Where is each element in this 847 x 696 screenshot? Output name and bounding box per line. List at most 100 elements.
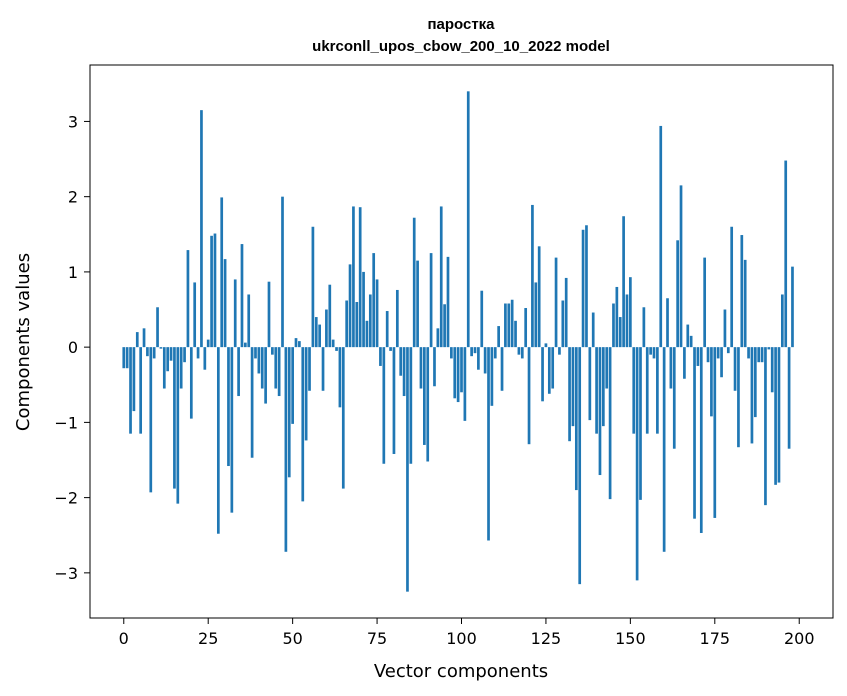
bar-52 — [298, 341, 301, 348]
bar-164 — [676, 240, 679, 348]
bar-123 — [537, 246, 541, 348]
bar-184 — [743, 259, 747, 348]
bar-68 — [352, 206, 355, 348]
bar-122 — [534, 282, 538, 348]
bar-18 — [183, 347, 186, 363]
bar-163 — [672, 347, 676, 449]
bar-87 — [416, 260, 419, 348]
bar-20 — [189, 347, 193, 419]
bar-188 — [757, 347, 761, 363]
bar-196 — [784, 160, 788, 348]
bar-113 — [504, 303, 507, 348]
bar-66 — [345, 300, 349, 348]
bar-1 — [125, 347, 129, 369]
bar-179 — [726, 347, 730, 354]
bar-69 — [355, 302, 359, 348]
bar-37 — [247, 294, 251, 348]
bar-93 — [436, 328, 440, 348]
x-tick-label: 50 — [282, 629, 302, 648]
bar-182 — [737, 347, 740, 448]
bar-2 — [129, 347, 132, 434]
bar-181 — [733, 347, 737, 391]
bar-54 — [304, 347, 308, 441]
bar-103 — [470, 347, 473, 357]
chart-subtitle: ukrconll_upos_cbow_200_10_2022 model — [312, 38, 610, 55]
bar-150 — [629, 277, 632, 348]
bar-96 — [446, 256, 450, 348]
bar-140 — [595, 347, 598, 434]
bar-6 — [142, 328, 146, 348]
bar-47 — [281, 196, 284, 348]
bar-75 — [375, 279, 379, 348]
bar-83 — [402, 347, 406, 397]
bar-118 — [520, 347, 524, 359]
x-tick-label: 200 — [784, 629, 815, 648]
bar-57 — [314, 317, 318, 348]
bar-138 — [588, 347, 592, 421]
bar-148 — [622, 216, 625, 348]
bar-198 — [791, 266, 794, 348]
bar-21 — [193, 282, 197, 348]
y-axis-label: Components values — [13, 253, 34, 431]
bar-67 — [348, 264, 352, 348]
bar-33 — [233, 279, 237, 348]
bar-168 — [689, 335, 693, 348]
bar-38 — [250, 347, 254, 458]
bar-32 — [230, 347, 234, 513]
x-axis-label: Vector components — [374, 661, 548, 682]
bar-27 — [213, 233, 217, 348]
bar-132 — [568, 347, 571, 442]
bar-34 — [237, 347, 240, 397]
y-tick-label: 1 — [68, 263, 78, 282]
bar-126 — [547, 347, 551, 394]
y-tick-label: −1 — [54, 413, 78, 432]
bar-151 — [632, 347, 636, 434]
bar-46 — [277, 347, 281, 397]
bar-195 — [780, 294, 784, 348]
bar-95 — [443, 304, 446, 348]
bar-14 — [169, 347, 173, 361]
bar-171 — [699, 347, 703, 533]
bar-107 — [483, 347, 487, 374]
bar-86 — [412, 217, 416, 348]
y-axis: −3 −2 −1 0 1 2 3 — [54, 112, 90, 583]
bar-178 — [723, 309, 727, 348]
bar-189 — [760, 347, 764, 363]
bar-58 — [318, 324, 321, 348]
bar-80 — [392, 347, 396, 454]
bar-30 — [223, 259, 227, 348]
bar-4 — [135, 332, 139, 348]
bar-36 — [244, 342, 247, 348]
bar-50 — [291, 347, 294, 424]
bar-84 — [406, 347, 409, 592]
bar-73 — [368, 294, 372, 348]
bar-61 — [328, 284, 332, 348]
bar-152 — [635, 347, 639, 581]
bar-8 — [149, 347, 153, 493]
bar-76 — [379, 347, 382, 366]
chart-title: паростка — [427, 16, 495, 33]
x-tick-label: 150 — [615, 629, 646, 648]
bar-63 — [335, 347, 338, 351]
bars-group — [122, 91, 794, 592]
bar-72 — [365, 320, 369, 348]
bar-153 — [639, 347, 642, 500]
bar-78 — [385, 311, 389, 348]
y-tick-label: −3 — [54, 564, 78, 583]
bar-12 — [162, 347, 166, 389]
bar-89 — [423, 347, 426, 445]
bar-17 — [179, 347, 183, 389]
bar-24 — [203, 347, 207, 370]
bar-23 — [200, 110, 203, 348]
bar-48 — [284, 347, 288, 552]
bar-106 — [480, 290, 484, 348]
bar-56 — [311, 226, 315, 348]
bar-117 — [517, 347, 521, 355]
bar-51 — [294, 338, 298, 348]
bar-90 — [426, 347, 430, 462]
x-tick-label: 0 — [119, 629, 129, 648]
bar-53 — [301, 347, 305, 502]
bar-156 — [649, 347, 652, 355]
bar-115 — [510, 299, 514, 348]
